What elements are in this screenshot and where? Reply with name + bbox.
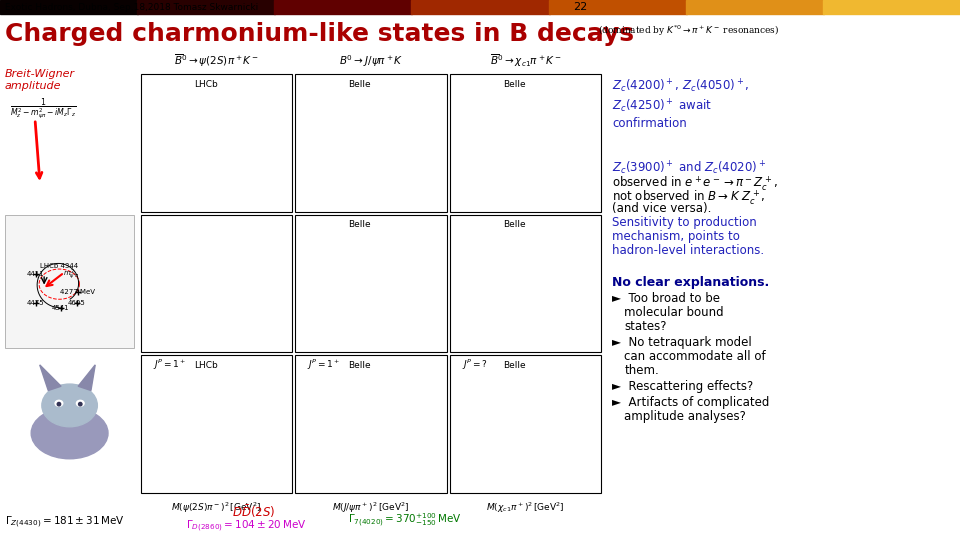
Text: $M(\psi(2S)\pi^-)^2\,[\mathrm{GeV}^2]$: $M(\psi(2S)\pi^-)^2\,[\mathrm{GeV}^2]$ (172, 501, 261, 515)
Text: LHCb 4344: LHCb 4344 (39, 262, 78, 269)
Ellipse shape (31, 408, 108, 459)
Text: Belle: Belle (503, 220, 525, 230)
Text: molecular bound: molecular bound (624, 306, 724, 319)
Text: Sensitivity to production: Sensitivity to production (612, 216, 757, 229)
Polygon shape (78, 365, 95, 390)
Text: 4475: 4475 (27, 300, 44, 306)
Text: ►  No tetraquark model: ► No tetraquark model (612, 336, 753, 349)
Text: $\Gamma_{7(4020)}=370^{+100}_{-150}\,\mathrm{MeV}$: $\Gamma_{7(4020)}=370^{+100}_{-150}\,\ma… (348, 511, 462, 529)
Text: $\Gamma_{Z(4430)}=181\pm31\,\mathrm{MeV}$: $\Gamma_{Z(4430)}=181\pm31\,\mathrm{MeV}… (5, 515, 125, 530)
Bar (141, 75, 292, 212)
Text: Charged charmonium-like states in B decays: Charged charmonium-like states in B deca… (5, 22, 634, 46)
Text: amplitude analyses?: amplitude analyses? (624, 410, 746, 423)
Ellipse shape (79, 402, 82, 406)
Text: $J^P=1^+$: $J^P=1^+$ (153, 358, 186, 373)
Text: $\overline{B}^0 \rightarrow \chi_{c1}\pi^+K^-$: $\overline{B}^0 \rightarrow \chi_{c1}\pi… (490, 52, 562, 69)
Bar (296, 75, 446, 212)
Text: ►  Too broad to be: ► Too broad to be (612, 292, 720, 305)
Ellipse shape (58, 402, 60, 406)
Text: Belle: Belle (348, 361, 371, 370)
Bar (450, 215, 601, 352)
Text: $J^P=1^+$: $J^P=1^+$ (307, 358, 341, 373)
Text: Belle: Belle (348, 220, 371, 230)
Text: LHCb: LHCb (194, 80, 218, 89)
Bar (450, 75, 601, 212)
Text: (dominated by $K^{*0} \rightarrow \pi^+K^-$ resonances): (dominated by $K^{*0} \rightarrow \pi^+K… (598, 24, 780, 38)
Text: states?: states? (624, 320, 667, 333)
Text: 22: 22 (573, 2, 588, 12)
Text: No clear explanations.: No clear explanations. (612, 276, 770, 289)
Bar (296, 215, 446, 352)
Text: 4605: 4605 (68, 300, 85, 306)
Text: ►  Rescattering effects?: ► Rescattering effects? (612, 380, 754, 393)
Text: Belle: Belle (348, 80, 371, 89)
Text: LHCb: LHCb (194, 361, 218, 370)
Bar (275, 0, 413, 14)
Text: $J^P=?$: $J^P=?$ (462, 358, 488, 373)
Bar (137, 0, 276, 14)
Bar (412, 0, 549, 14)
Text: $M(J/\psi\pi^+)^2\,[\mathrm{GeV}^2]$: $M(J/\psi\pi^+)^2\,[\mathrm{GeV}^2]$ (332, 501, 410, 515)
Text: $Z_c(3900)^+$ and $Z_c(4020)^+$: $Z_c(3900)^+$ and $Z_c(4020)^+$ (612, 160, 767, 177)
Text: Belle: Belle (503, 80, 525, 89)
Text: Breit-Wigner
amplitude: Breit-Wigner amplitude (5, 69, 75, 91)
Bar (450, 355, 601, 492)
Text: $Z_c(4200)^+$, $Z_c(4050)^+$,
$Z_c(4250)^+$ await
confirmation: $Z_c(4200)^+$, $Z_c(4050)^+$, $Z_c(4250)… (612, 78, 750, 130)
Text: $m^2_{\psi'\pi}$: $m^2_{\psi'\pi}$ (62, 267, 79, 282)
Text: $\Gamma_{D(2860)}=104\pm20\,\mathrm{MeV}$: $\Gamma_{D(2860)}=104\pm20\,\mathrm{MeV}… (185, 518, 306, 534)
Text: $B^0 \rightarrow J/\psi\pi^+ K$: $B^0 \rightarrow J/\psi\pi^+ K$ (339, 53, 403, 69)
Bar (685, 0, 824, 14)
Bar (141, 355, 292, 492)
Bar (548, 0, 686, 14)
Text: Belle: Belle (503, 361, 525, 370)
Text: ►  Artifacts of complicated: ► Artifacts of complicated (612, 396, 770, 409)
Text: $\frac{1}{M_z^2 - m_{\psi\pi}^2 - iM_z\Gamma_z}$: $\frac{1}{M_z^2 - m_{\psi\pi}^2 - iM_z\G… (10, 96, 76, 122)
Ellipse shape (42, 384, 97, 427)
Ellipse shape (77, 400, 84, 406)
Text: $\overline{B}^0 \rightarrow \psi(2S)\pi^+K^-$: $\overline{B}^0 \rightarrow \psi(2S)\pi^… (174, 52, 259, 69)
Bar (296, 355, 446, 492)
Bar (141, 215, 292, 352)
Bar (823, 0, 960, 14)
Text: $M(\chi_{c1}\pi^+)^2\,[\mathrm{GeV}^2]$: $M(\chi_{c1}\pi^+)^2\,[\mathrm{GeV}^2]$ (487, 501, 564, 515)
Text: mechanism, points to: mechanism, points to (612, 230, 740, 243)
Text: not observed in $B \rightarrow K\ Z_c^+$,: not observed in $B \rightarrow K\ Z_c^+$… (612, 188, 766, 207)
Bar (5, 215, 134, 348)
Text: can accommodate all of: can accommodate all of (624, 350, 766, 363)
Text: observed in $e^+e^- \rightarrow \pi^- Z_c^+$,: observed in $e^+e^- \rightarrow \pi^- Z_… (612, 174, 779, 193)
Text: hadron-level interactions.: hadron-level interactions. (612, 244, 764, 257)
Text: $D\bar{D}(2S)$: $D\bar{D}(2S)$ (232, 504, 276, 521)
Bar (0, 0, 138, 14)
Text: Exotic Hadrons, Dubna, Sep.18,2018 Tomasz Skwarnicki: Exotic Hadrons, Dubna, Sep.18,2018 Tomas… (5, 3, 258, 11)
Text: (and vice versa).: (and vice versa). (612, 202, 712, 215)
Text: them.: them. (624, 364, 660, 377)
Text: 4541: 4541 (52, 305, 70, 312)
Text: 4411: 4411 (27, 271, 44, 277)
Polygon shape (39, 365, 61, 390)
Text: 4277 MeV: 4277 MeV (60, 288, 95, 294)
Ellipse shape (55, 400, 62, 406)
